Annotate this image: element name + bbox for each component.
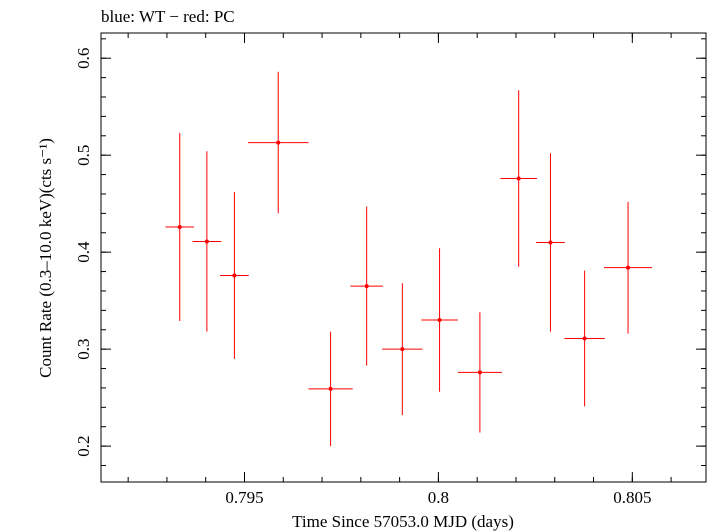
data-point [276,140,281,145]
x-tick-label: 0.805 [613,488,651,507]
x-tick-label: 0.795 [225,488,263,507]
data-point [477,370,482,375]
data-point [328,386,333,391]
data-point [400,347,405,352]
chart-title: blue: WT − red: PC [101,7,235,26]
plot-area: 0.795 0.8 0.805 0.2 0.3 0.4 0.5 0.6 [74,33,706,507]
data-point [582,336,587,341]
data-point [626,265,631,270]
data-point [204,239,209,244]
data-point [437,318,442,323]
data-point [548,240,553,245]
y-tick-label: 0.6 [74,48,93,69]
data-point [177,224,182,229]
y-tick-label: 0.5 [74,145,93,166]
y-axis-label: Count Rate (0.3–10.0 keV)(cts s⁻¹) [36,138,55,378]
data-point [232,273,237,278]
plot-frame [100,32,707,483]
data-point [364,284,369,289]
y-tick-label: 0.2 [74,435,93,456]
x-tick-label: 0.8 [428,488,449,507]
data-point [516,176,521,181]
y-tick-label: 0.3 [74,339,93,360]
x-axis-label: Time Since 57053.0 MJD (days) [292,512,514,531]
y-tick-label: 0.4 [74,241,93,263]
